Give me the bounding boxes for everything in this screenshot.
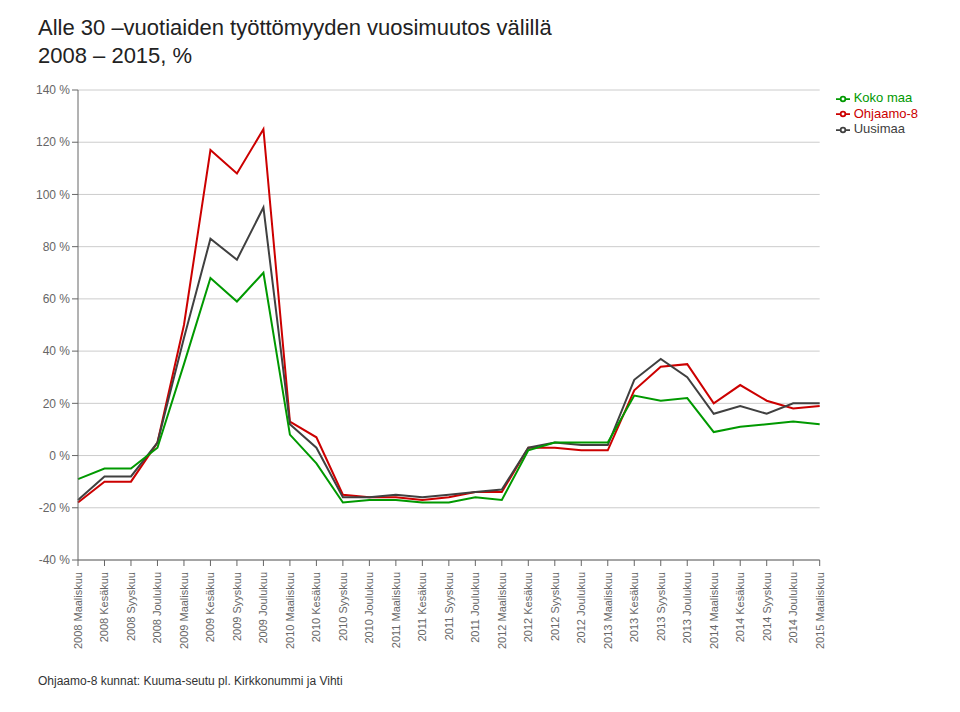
svg-text:2014 Kesäkuu: 2014 Kesäkuu [734,572,746,642]
svg-text:2010 Syyskuu: 2010 Syyskuu [337,572,349,641]
svg-text:100 %: 100 % [36,188,70,202]
svg-text:2010 Joulukuu: 2010 Joulukuu [363,572,375,644]
svg-text:2008 Syyskuu: 2008 Syyskuu [125,572,137,641]
svg-text:2011 Maaliskuu: 2011 Maaliskuu [390,572,402,648]
svg-text:80 %: 80 % [43,240,71,254]
svg-text:2011 Syyskuu: 2011 Syyskuu [443,572,455,640]
svg-text:2012 Joulukuu: 2012 Joulukuu [575,572,587,644]
svg-text:2013 Maaliskuu: 2013 Maaliskuu [602,572,614,649]
svg-text:2015 Maaliskuu: 2015 Maaliskuu [814,572,826,649]
svg-text:140 %: 140 % [36,83,70,97]
svg-text:2011 Joulukuu: 2011 Joulukuu [469,572,481,643]
svg-text:0 %: 0 % [49,449,70,463]
html-text:Uusimaa: Uusimaa [853,121,905,137]
svg-text:2009 Maaliskuu: 2009 Maaliskuu [178,572,190,649]
svg-text:2014 Maaliskuu: 2014 Maaliskuu [708,572,720,649]
svg-text:60 %: 60 % [43,292,71,306]
svg-text:2011 Kesäkuu: 2011 Kesäkuu [416,572,428,642]
svg-text:40 %: 40 % [43,344,71,358]
svg-text:2013 Kesäkuu: 2013 Kesäkuu [628,572,640,642]
svg-text:2008 Maaliskuu: 2008 Maaliskuu [72,572,84,649]
html-text:Ohjaamo-8: Ohjaamo-8 [853,105,918,121]
svg-text:-20 %: -20 % [39,501,71,515]
svg-text:2009 Joulukuu: 2009 Joulukuu [257,572,269,644]
svg-text:120 %: 120 % [36,135,70,149]
svg-text:2013 Joulukuu: 2013 Joulukuu [681,572,693,644]
svg-text:2008 Joulukuu: 2008 Joulukuu [151,572,163,644]
svg-text:2010 Maaliskuu: 2010 Maaliskuu [284,572,296,649]
svg-text:2008 Kesäkuu: 2008 Kesäkuu [98,572,110,642]
svg-text:2009 Syyskuu: 2009 Syyskuu [231,572,243,641]
html-text:2008 – 2015, %: 2008 – 2015, % [38,43,193,68]
svg-text:2012 Syyskuu: 2012 Syyskuu [549,572,561,641]
svg-text:2009 Kesäkuu: 2009 Kesäkuu [204,572,216,642]
svg-text:20 %: 20 % [43,397,71,411]
html-text:Alle 30 –vuotiaiden työttömyyd: Alle 30 –vuotiaiden työttömyyden vuosimu… [38,15,552,40]
svg-text:2012 Maaliskuu: 2012 Maaliskuu [496,572,508,649]
svg-text:2014 Syyskuu: 2014 Syyskuu [761,572,773,641]
html-text:Koko maa: Koko maa [853,90,913,105]
svg-text:-40 %: -40 % [39,553,71,567]
svg-text:2014 Joulukuu: 2014 Joulukuu [787,572,799,644]
svg-text:2012 Kesäkuu: 2012 Kesäkuu [522,572,534,642]
svg-text:2013 Syyskuu: 2013 Syyskuu [655,572,667,641]
html-text:Ohjaamo-8 kunnat: Kuuma-seutu: Ohjaamo-8 kunnat: Kuuma-seutu pl. Kirkko… [38,674,343,688]
svg-text:2010 Kesäkuu: 2010 Kesäkuu [310,572,322,642]
